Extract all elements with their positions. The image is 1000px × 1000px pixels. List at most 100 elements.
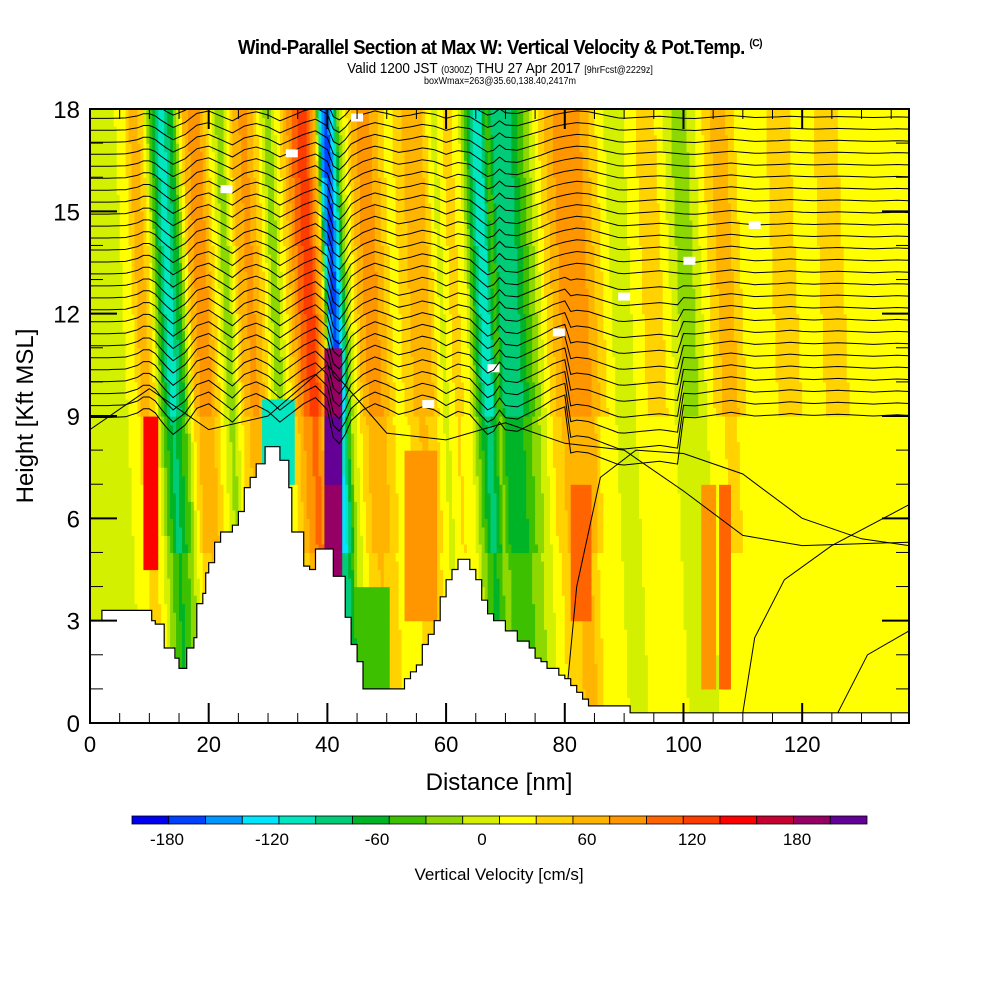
valid-time: Valid 1200 JST [347, 60, 437, 77]
field-cell [161, 390, 165, 400]
field-cell [173, 595, 177, 605]
field-cell [101, 194, 106, 204]
field-cell [92, 330, 97, 340]
field-cell [101, 296, 106, 306]
field-cell [134, 433, 139, 443]
field-cell [137, 262, 142, 272]
field-cell [131, 390, 136, 400]
field-cell [128, 262, 133, 272]
field-cell [173, 586, 177, 596]
field-cell [90, 296, 94, 306]
field-cell [110, 177, 115, 187]
field-cell [92, 484, 97, 494]
field-cell [176, 646, 180, 656]
field-cell [119, 450, 124, 460]
field-cell [176, 586, 180, 596]
field-cell [119, 109, 124, 119]
field-cell [170, 450, 174, 460]
field-cell [128, 177, 133, 187]
field-cell [104, 228, 109, 238]
field-cell [173, 612, 177, 622]
field-cell [98, 296, 103, 306]
field-cell [98, 569, 103, 579]
field-cell [122, 543, 127, 554]
field-cell [137, 458, 142, 468]
field-cell [90, 356, 94, 366]
field-cell [110, 441, 115, 451]
field-cell [161, 441, 165, 451]
field-cell [146, 245, 150, 255]
field-cell [173, 262, 177, 272]
field-cell [170, 543, 174, 554]
field-cell [170, 279, 174, 289]
field-cell [125, 339, 130, 349]
field-cell [167, 637, 171, 647]
field-cell [140, 236, 145, 247]
field-cell [92, 492, 97, 502]
field-cell [131, 245, 136, 255]
field-cell [113, 288, 118, 298]
field-cell [104, 236, 109, 247]
field-cell [95, 373, 100, 383]
field-cell [155, 475, 159, 485]
field-cell [146, 492, 150, 502]
field-cell [101, 552, 106, 562]
field-cell [119, 262, 124, 272]
field-cell [119, 160, 124, 170]
field-cell [155, 526, 159, 536]
field-cell [155, 296, 159, 306]
field-cell [146, 168, 150, 178]
field-cell [140, 552, 145, 562]
field-cell [173, 109, 177, 119]
field-cell [119, 271, 124, 281]
field-cell [92, 552, 97, 562]
field-cell [95, 518, 100, 528]
field-cell [122, 134, 127, 144]
field-cell [167, 595, 171, 605]
field-cell [107, 296, 112, 306]
field-cell [158, 185, 162, 195]
field-cell [152, 586, 156, 596]
field-cell [131, 330, 136, 340]
field-cell [143, 143, 147, 153]
field-cell [98, 390, 103, 400]
field-cell [122, 518, 127, 528]
field-cell [110, 168, 115, 178]
field-cell [143, 279, 147, 289]
field-cell [146, 578, 150, 588]
field-cell [161, 339, 165, 349]
field-cell [90, 467, 94, 477]
field-cell [170, 441, 174, 451]
field-cell [173, 271, 177, 281]
field-cell [125, 381, 130, 392]
field-cell [110, 484, 115, 494]
field-cell [164, 236, 168, 247]
field-cell [122, 160, 127, 170]
field-cell [146, 390, 150, 400]
field-cell [122, 262, 127, 272]
field-cell [131, 586, 136, 596]
field-cell [155, 552, 159, 562]
field-cell [119, 390, 124, 400]
field-cell [95, 151, 100, 161]
field-cell [110, 398, 115, 409]
field-cell [155, 177, 159, 187]
field-cell [140, 185, 145, 195]
field-cell [122, 126, 127, 136]
field-cell [158, 416, 162, 426]
field-cell [116, 228, 121, 238]
field-cell [161, 168, 165, 178]
field-cell [149, 296, 153, 306]
field-cell [167, 151, 171, 161]
field-cell [104, 569, 109, 579]
field-cell [116, 450, 121, 460]
field-cell [152, 526, 156, 536]
field-cell [152, 364, 156, 374]
field-cell [131, 467, 136, 477]
field-cell [131, 322, 136, 332]
field-cell [170, 364, 174, 374]
field-cell [128, 313, 133, 323]
field-cell [92, 381, 97, 392]
field-cell [104, 219, 109, 229]
field-cell [134, 356, 139, 366]
